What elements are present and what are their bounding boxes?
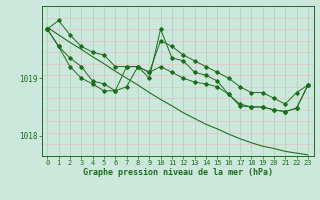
X-axis label: Graphe pression niveau de la mer (hPa): Graphe pression niveau de la mer (hPa) (83, 168, 273, 177)
